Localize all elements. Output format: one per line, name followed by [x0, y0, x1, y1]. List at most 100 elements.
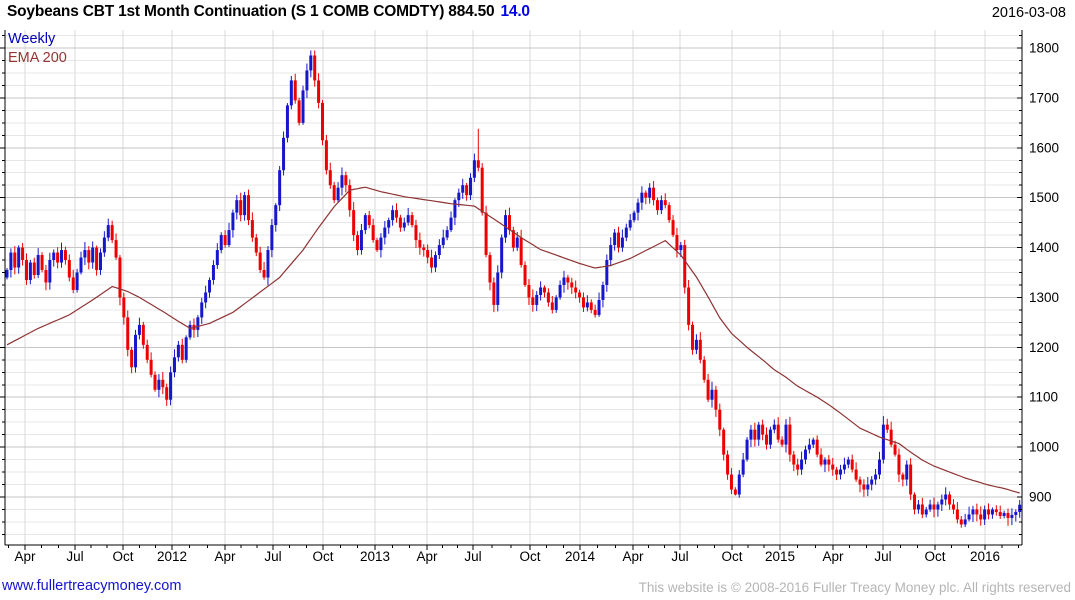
candle-up — [737, 474, 741, 495]
candle-down — [418, 240, 422, 248]
candle-down — [262, 270, 266, 278]
candle-up — [807, 444, 811, 450]
candle-up — [558, 284, 562, 298]
candle-up — [539, 287, 543, 295]
candle-down — [667, 205, 671, 221]
candle-down — [110, 225, 114, 241]
candle-down — [589, 302, 593, 310]
candle-down — [153, 374, 157, 390]
candle-down — [87, 250, 91, 263]
candle-down — [578, 292, 582, 298]
candle-down — [13, 252, 17, 268]
candle-up — [457, 192, 461, 201]
candle-up — [562, 277, 566, 285]
candle-down — [317, 80, 321, 103]
candle-up — [208, 279, 212, 293]
candle-up — [800, 459, 804, 470]
y-axis-label: 1600 — [1029, 140, 1059, 155]
y-axis-label: 1500 — [1029, 190, 1059, 205]
candle-up — [749, 429, 753, 440]
candle-up — [601, 284, 605, 300]
candle-up — [609, 245, 613, 261]
candle-down — [24, 260, 28, 280]
candle-down — [320, 102, 324, 141]
candle-down — [543, 287, 547, 293]
candle-up — [944, 494, 948, 500]
candle-up — [391, 210, 395, 221]
candle-up — [881, 424, 885, 460]
candle-up — [406, 215, 410, 223]
x-axis-label: Apr — [416, 549, 438, 564]
candle-up — [648, 187, 652, 198]
candle-up — [282, 137, 286, 171]
candle-up — [79, 257, 83, 273]
candle-down — [239, 200, 243, 216]
candle-down — [141, 324, 145, 345]
candle-up — [157, 379, 161, 390]
candle-down — [675, 235, 679, 251]
x-axis-label: 2012 — [157, 549, 187, 564]
candle-down — [324, 140, 328, 171]
candle-down — [161, 379, 165, 388]
candle-down — [815, 439, 819, 455]
candle-up — [215, 250, 219, 266]
y-axis-label: 1300 — [1029, 290, 1059, 305]
candle-up — [1002, 512, 1006, 516]
candle-up — [305, 70, 309, 91]
candle-down — [885, 424, 889, 430]
candle-up — [75, 272, 79, 290]
candle-up — [605, 260, 609, 285]
candle-down — [691, 324, 695, 350]
x-axis-label: Jul — [464, 549, 481, 564]
candle-down — [951, 504, 955, 510]
candle-down — [332, 185, 336, 201]
candle-up — [274, 205, 278, 226]
candle-up — [196, 317, 200, 330]
candle-down — [430, 257, 434, 268]
candle-up — [48, 260, 52, 283]
candle-down — [126, 317, 130, 350]
candle-down — [519, 237, 523, 266]
candles — [5, 50, 1022, 528]
candle-up — [990, 509, 994, 515]
candle-up — [916, 504, 920, 510]
candle-down — [258, 252, 262, 271]
chart-title-text: Soybeans CBT 1st Month Continuation (S 1… — [7, 3, 495, 20]
candle-up — [363, 215, 367, 231]
candle-down — [761, 424, 765, 435]
candle-up — [169, 372, 173, 400]
candle-down — [395, 210, 398, 218]
candle-up — [449, 217, 453, 231]
candle-down — [246, 195, 250, 221]
candle-down — [375, 240, 379, 251]
candle-up — [597, 299, 601, 315]
candle-down — [44, 270, 48, 283]
candle-up — [971, 509, 975, 515]
candle-up — [285, 105, 289, 138]
candle-up — [461, 185, 465, 193]
candle-up — [17, 247, 21, 268]
candle-down — [698, 339, 702, 360]
grid-lines — [5, 30, 1022, 545]
footer-site-link[interactable]: www.fullertreacymoney.com — [2, 578, 182, 594]
candle-down — [114, 240, 118, 258]
candle-down — [644, 192, 648, 198]
candle-up — [235, 200, 239, 213]
candle-down — [687, 287, 691, 325]
candle-up — [554, 297, 558, 310]
candle-up — [1010, 514, 1014, 518]
candle-down — [356, 235, 360, 251]
candle-up — [659, 200, 663, 211]
candle-up — [219, 235, 223, 251]
candle-down — [901, 474, 905, 480]
candle-down — [523, 265, 527, 285]
x-axis-label: Oct — [721, 549, 742, 564]
candle-down — [831, 464, 835, 470]
candle-up — [340, 175, 344, 188]
candle-down — [348, 185, 352, 211]
candle-up — [500, 237, 504, 273]
candle-down — [180, 344, 184, 360]
candle-up — [839, 469, 843, 475]
